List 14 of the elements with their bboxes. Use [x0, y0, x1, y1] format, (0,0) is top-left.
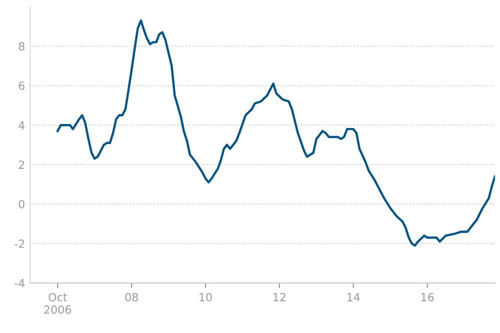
line-series: [56, 19, 495, 247]
x-tick-label: 12: [274, 292, 286, 302]
y-tick-label: -2: [14, 240, 24, 248]
y-tick-label: -4: [14, 279, 25, 288]
y-tick-label: 8: [18, 42, 24, 51]
x-tick-label: Oct 2006: [44, 292, 72, 314]
x-tick-label: 10: [200, 292, 212, 302]
y-tick-label: 4: [18, 121, 25, 130]
x-tick-label: 16: [421, 292, 434, 302]
x-tick-label: 08: [125, 292, 138, 302]
y-tick-label: 0: [18, 200, 24, 208]
y-tick-label: 2: [18, 160, 24, 169]
y-tick-label: 6: [18, 82, 24, 90]
x-tick-label: 14: [347, 293, 360, 302]
